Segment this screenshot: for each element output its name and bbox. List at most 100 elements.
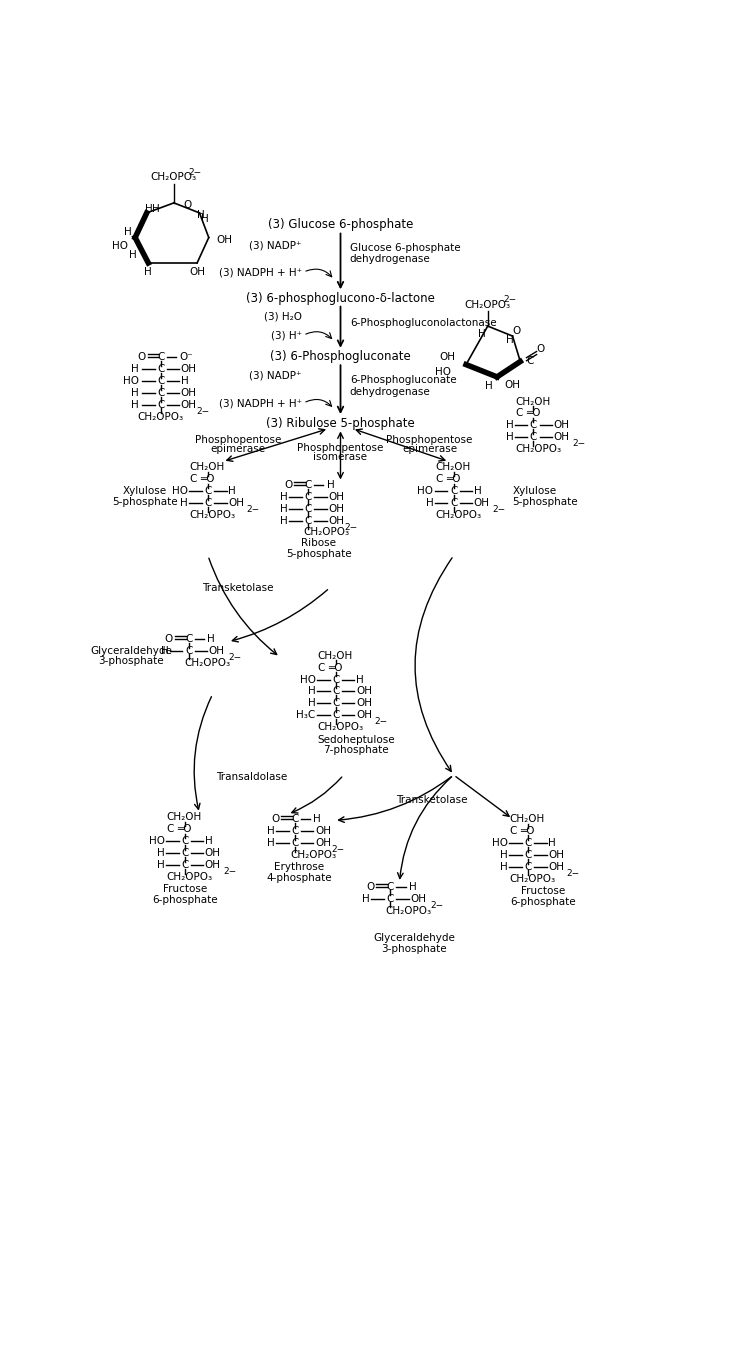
Text: H: H [425,498,434,508]
Text: Transketolase: Transketolase [203,584,274,593]
Text: H: H [144,267,152,277]
Text: OH: OH [181,388,197,398]
Text: (3) H⁺: (3) H⁺ [271,330,302,341]
Text: ═O: ═O [201,474,215,484]
Text: ═O: ═O [520,826,535,836]
Text: H: H [505,433,514,442]
Text: OH: OH [410,893,426,904]
Text: H: H [129,250,137,261]
Text: 2−: 2− [188,167,201,176]
Text: (3) H₂O: (3) H₂O [263,312,302,322]
Text: H: H [500,862,508,871]
Text: 5-phosphate: 5-phosphate [112,498,178,508]
Text: H: H [308,687,316,696]
Text: (3) 6-Phosphogluconate: (3) 6-Phosphogluconate [270,350,411,364]
Text: C: C [204,486,212,495]
Text: OH: OH [205,860,221,870]
Text: OH: OH [554,421,570,430]
Text: OH: OH [548,862,564,871]
Text: 2−: 2− [229,653,242,662]
Text: 2−: 2− [246,505,260,514]
Text: H: H [474,486,482,495]
Text: C: C [304,503,312,513]
Text: CH₂OPO₃: CH₂OPO₃ [138,411,184,422]
Text: OH: OH [228,498,244,508]
Text: 6-phosphate: 6-phosphate [152,896,218,905]
Text: ═O: ═O [177,824,192,835]
Text: C: C [386,882,394,892]
Text: C: C [204,498,212,508]
Text: Sedoheptulose: Sedoheptulose [317,734,395,745]
Text: dehydrogenase: dehydrogenase [350,254,431,265]
Text: CH₂OPO₃: CH₂OPO₃ [515,444,561,455]
Text: C: C [515,408,522,418]
Text: isomerase: isomerase [314,452,368,461]
Text: OH: OH [328,491,344,502]
Text: (3) NADPH + H⁺: (3) NADPH + H⁺ [218,267,302,277]
Text: OH: OH [315,826,331,836]
Text: H: H [362,893,370,904]
Text: Glyceraldehyde: Glyceraldehyde [90,646,172,655]
Text: Fructose: Fructose [163,885,207,894]
Text: C: C [181,860,189,870]
Text: H: H [267,826,275,836]
Text: O: O [183,201,191,210]
Text: H: H [280,503,288,513]
Text: HO: HO [492,837,508,848]
Text: C: C [332,710,340,721]
Text: HO: HO [172,486,188,495]
Text: 2−: 2− [197,407,210,415]
Text: H: H [267,837,275,848]
Text: ═O: ═O [446,474,460,484]
Text: C: C [530,433,537,442]
Text: O: O [366,882,374,892]
Text: H: H [180,498,188,508]
Text: H: H [181,376,189,385]
Text: C: C [157,399,164,410]
Text: Phosphopentose: Phosphopentose [386,436,473,445]
Text: C: C [304,491,312,502]
Text: C: C [291,837,298,848]
Text: O: O [165,634,173,643]
Text: 6-Phosphogluconate: 6-Phosphogluconate [350,375,457,385]
Text: H: H [313,814,321,824]
Text: H: H [131,399,139,410]
Text: Fructose: Fructose [522,886,565,896]
Text: H: H [308,699,316,708]
Text: Transketolase: Transketolase [396,795,468,806]
Text: 2−: 2− [332,845,345,854]
Text: (3) NADPH + H⁺: (3) NADPH + H⁺ [218,398,302,408]
Text: CH₂OH: CH₂OH [435,461,471,472]
Text: OH: OH [209,646,225,655]
Text: CH₂OPO₃: CH₂OPO₃ [386,905,431,916]
Text: C: C [291,814,298,824]
Text: CH₂OPO₃: CH₂OPO₃ [189,510,235,520]
Text: Transaldolase: Transaldolase [216,772,287,782]
Text: C: C [189,474,197,484]
Text: H: H [280,491,288,502]
Text: 2−: 2− [345,522,358,532]
Text: HO: HO [123,376,139,385]
Text: 5-phosphate: 5-phosphate [286,550,351,559]
Text: CH₂OH: CH₂OH [317,650,352,661]
Text: Erythrose: Erythrose [275,862,324,873]
Text: C: C [157,376,164,385]
Text: HO: HO [417,486,434,495]
Text: CH₂OH: CH₂OH [509,814,545,824]
Text: C: C [157,351,164,362]
Text: (3) NADP⁺: (3) NADP⁺ [249,370,302,380]
Text: 5-phosphate: 5-phosphate [513,498,578,508]
Text: H: H [548,837,556,848]
Text: H: H [280,516,288,525]
Text: 2−: 2− [503,296,516,304]
Text: CH₂OPO₃: CH₂OPO₃ [290,849,336,860]
Text: C: C [157,364,164,373]
Text: C: C [386,893,394,904]
Text: OH: OH [548,849,564,860]
Text: (3) NADP⁺: (3) NADP⁺ [249,242,302,251]
Text: O: O [536,345,545,354]
Text: O: O [284,480,292,490]
Text: C: C [181,848,189,858]
Text: C: C [525,862,532,871]
Text: O⁻: O⁻ [179,351,193,362]
